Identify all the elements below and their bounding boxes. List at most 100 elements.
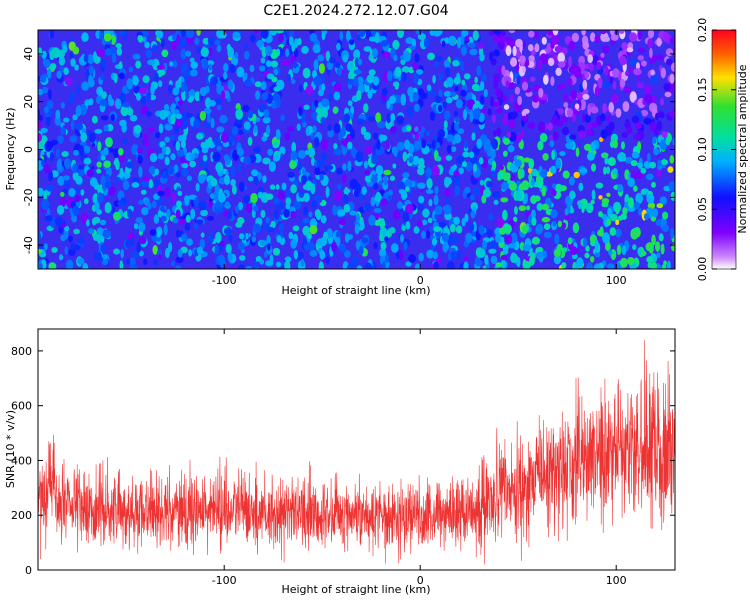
spectrogram-cell bbox=[96, 168, 102, 174]
spectrogram-cell bbox=[188, 249, 193, 257]
spectrogram-cell bbox=[156, 30, 164, 39]
spectrogram-cell bbox=[474, 76, 479, 84]
spectrogram-cell bbox=[596, 61, 602, 71]
spectrogram-cell bbox=[582, 79, 588, 90]
spectrogram-cell bbox=[441, 40, 446, 48]
spectrogram-x-label: Height of straight line (km) bbox=[281, 284, 430, 297]
spectrogram-cell bbox=[614, 228, 622, 238]
spectrogram-cell bbox=[370, 174, 378, 184]
spectrogram-cell bbox=[210, 177, 218, 187]
spectrogram-cell bbox=[184, 222, 191, 231]
spectrogram-cell bbox=[405, 220, 411, 230]
spectrogram-cell bbox=[142, 36, 147, 43]
spectrogram-cell bbox=[278, 33, 284, 43]
spectrogram-cell bbox=[454, 117, 461, 123]
spectrogram-cell bbox=[368, 214, 376, 226]
spectrogram-cell bbox=[251, 236, 257, 243]
spectrogram-cell bbox=[154, 72, 159, 81]
spectrogram-cell bbox=[615, 207, 620, 215]
spectrogram-cell bbox=[380, 242, 387, 250]
spectrogram-cell bbox=[171, 40, 177, 51]
spectrogram-cell bbox=[141, 189, 147, 195]
spectrogram-cell bbox=[510, 232, 518, 244]
spectrogram-cell bbox=[334, 62, 341, 68]
spectrogram-cell bbox=[433, 194, 439, 206]
spectrogram-cell bbox=[70, 58, 76, 67]
spectrogram-cell bbox=[660, 67, 666, 79]
spectrogram-cell bbox=[656, 252, 661, 259]
spectrogram-cell bbox=[402, 172, 410, 179]
spectrogram-cell bbox=[178, 218, 186, 225]
spectrogram-cell bbox=[649, 47, 653, 59]
spectrogram-cell bbox=[269, 254, 274, 266]
spectrogram-cell bbox=[609, 213, 618, 222]
spectrogram-cell bbox=[176, 200, 182, 208]
spectrogram-cell bbox=[457, 128, 465, 135]
spectrogram-cell bbox=[345, 123, 353, 132]
spectrogram-cell bbox=[364, 146, 373, 155]
spectrogram-cell bbox=[438, 89, 443, 98]
spectrogram-cell bbox=[434, 205, 443, 215]
spectrogram-cell bbox=[39, 263, 43, 269]
spectrogram-cell bbox=[476, 65, 482, 77]
spectrogram-cell bbox=[581, 202, 585, 214]
spectrogram-cell bbox=[393, 54, 398, 62]
spectrogram-cell bbox=[593, 263, 601, 269]
spectrogram-cell bbox=[155, 132, 161, 139]
spectrogram-cell bbox=[244, 51, 250, 60]
spectrogram-cell bbox=[371, 83, 380, 91]
spectrogram-cell bbox=[495, 262, 503, 268]
spectrogram-cell bbox=[83, 145, 91, 154]
spectrogram-cell bbox=[582, 237, 588, 248]
spectrogram-cell bbox=[173, 164, 179, 174]
spectrogram-cell bbox=[463, 255, 469, 262]
spectrogram-cell bbox=[236, 66, 245, 78]
spectrogram-cell bbox=[175, 140, 181, 152]
spectrogram-cell bbox=[56, 205, 65, 215]
spectrogram-cell bbox=[567, 78, 573, 87]
spectrogram-cell bbox=[175, 80, 181, 90]
spectrogram-cell bbox=[460, 89, 467, 97]
spectrogram-cell bbox=[518, 141, 524, 149]
spectrogram-cell bbox=[444, 188, 451, 197]
spectrogram-cell bbox=[302, 168, 306, 175]
spectrogram-cell bbox=[372, 76, 380, 86]
spectrogram-cell bbox=[309, 249, 318, 257]
spectrogram-cell bbox=[116, 47, 123, 56]
spectrogram-y-axis: -40 -20 0 20 40 bbox=[22, 47, 675, 254]
spectrogram-cell bbox=[64, 158, 72, 170]
spectrogram-cell bbox=[521, 180, 530, 191]
spectrogram-cell bbox=[590, 255, 595, 263]
y-tick-label: -20 bbox=[22, 188, 35, 206]
spectrogram-cell bbox=[543, 223, 551, 230]
spectrogram-cell bbox=[159, 109, 167, 120]
spectrogram-cell bbox=[57, 135, 64, 144]
spectrogram-cell bbox=[336, 42, 341, 51]
spectrogram-cell bbox=[547, 122, 554, 131]
spectrogram-cell bbox=[49, 151, 54, 162]
spectrogram-cell bbox=[355, 151, 364, 163]
spectrogram-cell bbox=[206, 112, 211, 124]
snr-frame bbox=[37, 328, 676, 571]
spectrogram-cell bbox=[510, 253, 519, 264]
spectrogram-cell bbox=[645, 173, 654, 181]
spectrogram-cell bbox=[291, 79, 296, 85]
spectrogram-cell bbox=[333, 191, 342, 201]
spectrogram-cell bbox=[571, 113, 576, 123]
spectrogram-cell bbox=[64, 76, 73, 86]
spectrogram-cell bbox=[406, 106, 414, 117]
spectrogram-cell bbox=[305, 149, 309, 155]
spectrogram-cell bbox=[627, 257, 635, 265]
spectrogram-cell bbox=[77, 237, 86, 245]
spectrogram-cell bbox=[391, 243, 399, 253]
spectrogram-cell bbox=[171, 261, 176, 267]
spectrogram-cell bbox=[288, 30, 294, 38]
spectrogram-cell bbox=[47, 68, 52, 79]
spectrogram-cell bbox=[468, 222, 475, 232]
spectrogram-cell bbox=[243, 43, 249, 51]
spectrogram-cell bbox=[215, 97, 223, 106]
spectrogram-cell bbox=[512, 45, 517, 57]
spectrogram-cell bbox=[621, 42, 628, 51]
spectrogram-cell bbox=[568, 56, 572, 68]
spectrogram-cell bbox=[595, 182, 604, 189]
